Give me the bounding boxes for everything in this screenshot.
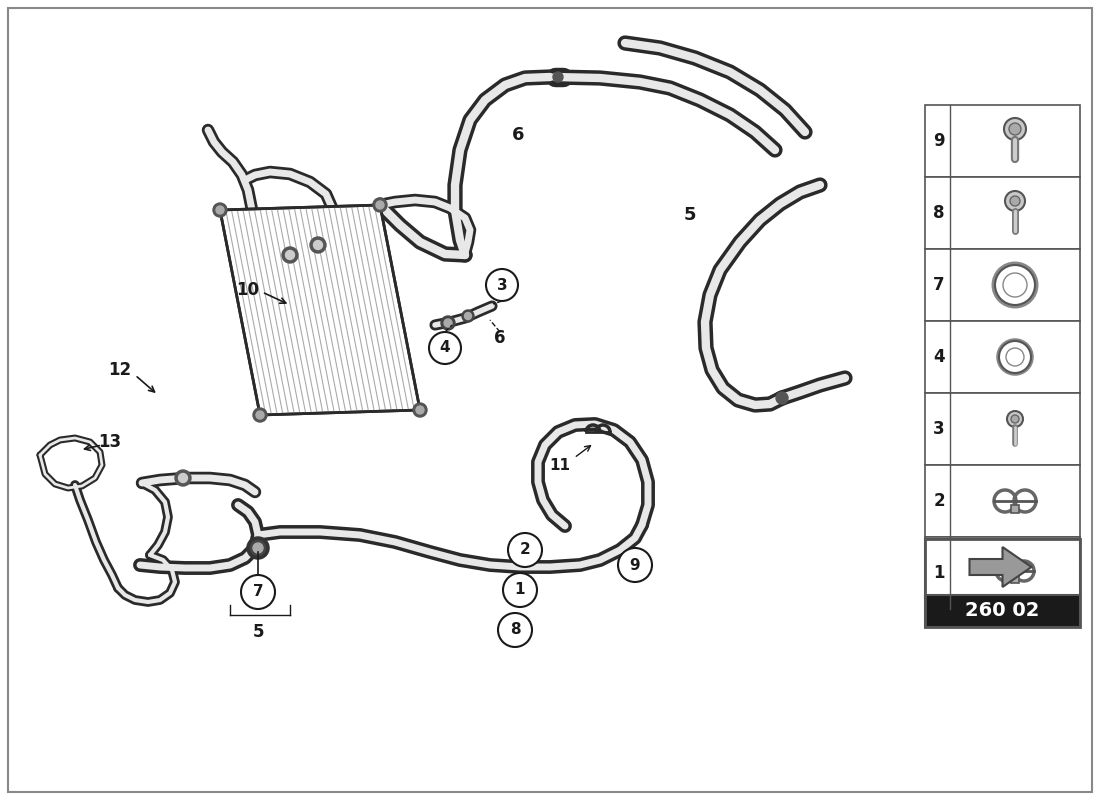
- Circle shape: [256, 411, 264, 419]
- Bar: [925, 321, 1080, 393]
- Bar: [925, 465, 1080, 537]
- Text: 11: 11: [550, 458, 571, 473]
- Bar: [925, 595, 1080, 627]
- Circle shape: [999, 341, 1031, 373]
- Text: 13: 13: [98, 433, 122, 451]
- Circle shape: [553, 72, 563, 82]
- Circle shape: [1003, 273, 1027, 297]
- Text: 9: 9: [933, 132, 945, 150]
- Circle shape: [486, 269, 518, 301]
- Circle shape: [310, 237, 326, 253]
- Text: 5: 5: [252, 623, 264, 641]
- Text: 2: 2: [933, 492, 945, 510]
- Bar: [1011, 505, 1019, 513]
- Circle shape: [464, 313, 472, 319]
- Circle shape: [253, 408, 267, 422]
- Text: 2: 2: [519, 542, 530, 558]
- Text: 6: 6: [512, 126, 525, 144]
- Circle shape: [249, 539, 267, 557]
- Circle shape: [253, 543, 263, 553]
- Bar: [925, 537, 1080, 609]
- Text: 7: 7: [933, 276, 945, 294]
- Circle shape: [996, 265, 1035, 305]
- Circle shape: [1005, 191, 1025, 211]
- Text: 1: 1: [515, 582, 526, 598]
- Circle shape: [999, 341, 1031, 373]
- Text: 6: 6: [494, 329, 506, 347]
- Circle shape: [314, 241, 322, 250]
- Circle shape: [1009, 123, 1021, 135]
- Circle shape: [1006, 411, 1023, 427]
- Circle shape: [241, 575, 275, 609]
- Circle shape: [416, 406, 424, 414]
- Text: 8: 8: [509, 622, 520, 638]
- Text: 7: 7: [253, 585, 263, 599]
- Polygon shape: [220, 205, 420, 415]
- Bar: [925, 539, 1080, 627]
- Bar: [925, 393, 1080, 465]
- Polygon shape: [972, 563, 1035, 587]
- Text: 3: 3: [933, 420, 945, 438]
- Text: 10: 10: [236, 281, 260, 299]
- Circle shape: [412, 403, 427, 417]
- Circle shape: [175, 470, 191, 486]
- Circle shape: [498, 613, 532, 647]
- Bar: [1011, 575, 1019, 583]
- Bar: [925, 177, 1080, 249]
- Text: 3: 3: [497, 278, 507, 293]
- Circle shape: [178, 474, 187, 482]
- Circle shape: [286, 250, 295, 259]
- Text: 260 02: 260 02: [966, 602, 1040, 621]
- Circle shape: [282, 247, 298, 263]
- Polygon shape: [969, 547, 1032, 587]
- Text: 5: 5: [684, 206, 696, 224]
- Circle shape: [462, 310, 474, 322]
- Text: 12: 12: [109, 361, 132, 379]
- Text: 8: 8: [933, 204, 945, 222]
- Circle shape: [216, 206, 224, 214]
- Text: 1: 1: [933, 564, 945, 582]
- Circle shape: [441, 316, 455, 330]
- Circle shape: [996, 265, 1035, 305]
- Text: 4: 4: [933, 348, 945, 366]
- Circle shape: [1010, 196, 1020, 206]
- Circle shape: [1011, 415, 1019, 423]
- Circle shape: [376, 201, 384, 209]
- Circle shape: [618, 548, 652, 582]
- Bar: [925, 105, 1080, 177]
- Text: 9: 9: [629, 558, 640, 573]
- Circle shape: [213, 203, 227, 217]
- Circle shape: [429, 332, 461, 364]
- Circle shape: [1006, 348, 1024, 366]
- Bar: [925, 249, 1080, 321]
- Circle shape: [503, 573, 537, 607]
- Text: 4: 4: [440, 341, 450, 355]
- Bar: [925, 539, 1080, 597]
- Circle shape: [776, 392, 788, 404]
- Circle shape: [1004, 118, 1026, 140]
- Circle shape: [444, 319, 452, 327]
- Circle shape: [373, 198, 387, 212]
- Circle shape: [508, 533, 542, 567]
